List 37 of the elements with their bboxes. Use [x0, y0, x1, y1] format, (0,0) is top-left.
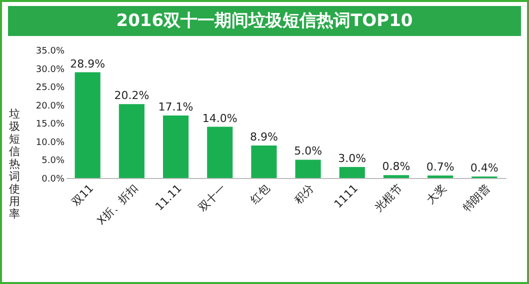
- y-tick-label: 25.0%: [36, 83, 65, 94]
- bar: [339, 167, 365, 178]
- data-label: 20.2%: [114, 89, 150, 102]
- x-tick-label: X折、折扣: [94, 182, 140, 228]
- x-tick-label: 特朗普: [460, 182, 493, 214]
- data-label: 0.4%: [470, 162, 498, 175]
- data-label: 14.0%: [202, 112, 238, 125]
- y-tick-label: 20.0%: [36, 101, 65, 112]
- bar: [251, 145, 277, 178]
- y-tick-label: 15.0%: [36, 120, 65, 130]
- data-label: 17.1%: [158, 100, 194, 114]
- x-tick-label: 大奖: [424, 182, 449, 207]
- data-label: 28.9%: [70, 57, 106, 70]
- bar: [162, 115, 189, 178]
- bar: [118, 104, 144, 178]
- data-label: 3.0%: [338, 152, 366, 166]
- y-tick-label: 30.0%: [36, 64, 65, 75]
- bar: [295, 160, 321, 178]
- data-label: 8.9%: [250, 130, 278, 144]
- y-tick-label: 0.0%: [42, 174, 65, 184]
- x-tick-label: 光棍节: [372, 182, 405, 214]
- chart-title: 2016双十一期间垃圾短信热词TOP10: [8, 6, 521, 36]
- bar: [74, 72, 100, 178]
- x-tick-label: 积分: [292, 182, 317, 207]
- x-tick-label: 双十一: [196, 182, 228, 214]
- data-label: 5.0%: [294, 144, 322, 158]
- text: 垃圾短信热词使用率: [9, 108, 20, 220]
- x-tick-label: 双11: [69, 182, 96, 209]
- y-tick-label: 5.0%: [42, 156, 65, 166]
- bar: [383, 175, 410, 178]
- data-label: 0.7%: [426, 160, 454, 174]
- y-tick-label: 35.0%: [36, 46, 65, 56]
- bar: [207, 126, 233, 178]
- y-tick-label: 10.0%: [36, 138, 65, 148]
- bar: [428, 175, 454, 178]
- data-label: 0.8%: [382, 160, 410, 174]
- x-tick-label: 红包: [248, 182, 272, 207]
